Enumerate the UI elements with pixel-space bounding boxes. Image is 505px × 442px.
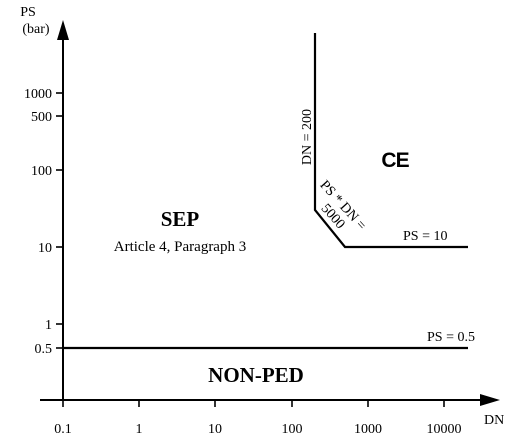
x-tick-label-100: 100	[282, 422, 303, 437]
y-axis-title-line1: PS	[20, 5, 36, 20]
x-axis-arrow	[480, 394, 500, 406]
y-tick-label-0.5: 0.5	[35, 342, 53, 357]
sep-region-title: SEP	[161, 207, 200, 231]
y-tick-label-1: 1	[45, 318, 52, 333]
ps-0.5-label: PS = 0.5	[427, 330, 475, 345]
nonped-region-title: NON-PED	[208, 363, 304, 387]
y-axis-title-line2: (bar)	[22, 22, 50, 37]
x-tick-label-10000: 10000	[427, 422, 462, 437]
x-tick-label-1000: 1000	[354, 422, 382, 437]
ps-10-label: PS = 10	[403, 229, 447, 244]
x-tick-label-10: 10	[208, 422, 222, 437]
x-axis-title: DN	[484, 413, 504, 428]
dn-200-label: DN = 200	[300, 109, 315, 165]
x-tick-label-1: 1	[136, 422, 143, 437]
ce-mark: CE	[381, 149, 409, 172]
y-axis-arrow	[57, 20, 69, 40]
y-tick-label-500: 500	[31, 110, 52, 125]
x-tick-label-0.1: 0.1	[54, 422, 72, 437]
y-tick-label-10: 10	[38, 241, 52, 256]
y-tick-label-1000: 1000	[24, 87, 52, 102]
y-tick-label-100: 100	[31, 164, 52, 179]
sep-region-subtitle: Article 4, Paragraph 3	[114, 239, 246, 255]
